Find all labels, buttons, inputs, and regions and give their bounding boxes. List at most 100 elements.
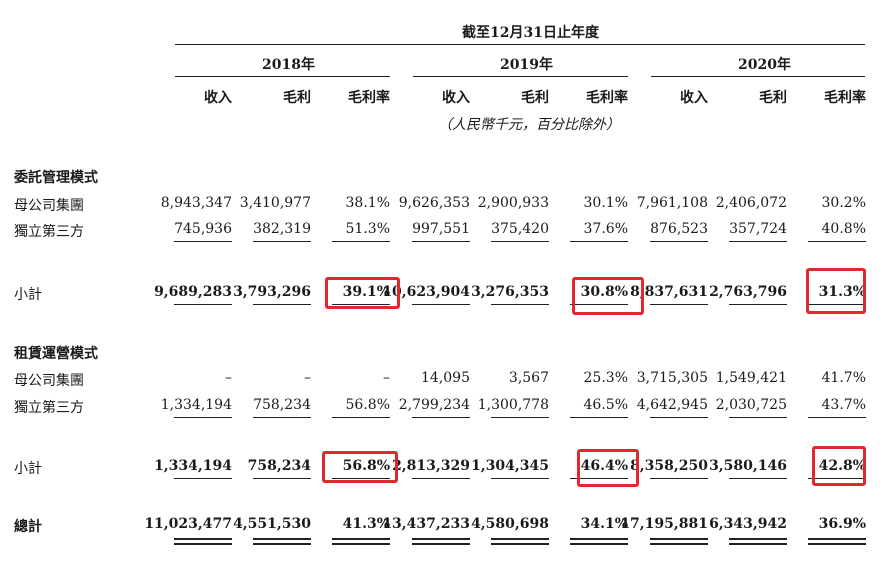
- table-row-cell: 56.8%: [345, 397, 390, 413]
- column-header-revenue-2019: 收入: [442, 90, 470, 106]
- cell-rule: [253, 304, 311, 305]
- cell-rule: [491, 478, 549, 479]
- table-row-cell: –: [225, 370, 232, 386]
- table-row-cell: 14,095: [421, 370, 470, 386]
- cell-rule: [808, 478, 866, 479]
- subtotal-label: 小計: [14, 461, 42, 477]
- cell-rule: [491, 538, 549, 540]
- table-row-cell: 3,715,305: [636, 370, 708, 386]
- cell-rule: [174, 304, 232, 305]
- subtotal-row-cell: 9,689,283: [154, 284, 232, 300]
- cell-rule: [650, 304, 708, 305]
- table-row-cell: 9,626,353: [398, 195, 470, 211]
- table-row-cell: 357,724: [729, 221, 787, 237]
- cell-rule: [650, 417, 708, 418]
- table-row-cell: 3,410,977: [239, 195, 311, 211]
- column-header-gross-margin-2018: 毛利率: [348, 90, 390, 106]
- section-title: 委託管理模式: [14, 170, 98, 186]
- cell-rule: [570, 543, 628, 545]
- cell-rule: [570, 478, 628, 479]
- subtotal-row-cell: 2,763,796: [709, 284, 787, 300]
- highlight-box: [806, 268, 866, 314]
- cell-rule: [729, 241, 787, 242]
- table-row-cell: 30.1%: [583, 195, 628, 211]
- year-underline-2020: [651, 76, 865, 77]
- subtotal-row-cell: 2,813,329: [392, 458, 470, 474]
- subtotal-row-cell: 56.8%: [342, 458, 390, 474]
- cell-rule: [412, 538, 470, 540]
- subtotal-row-cell: 758,234: [247, 458, 311, 474]
- column-header-revenue-2018: 收入: [204, 90, 232, 106]
- highlight-box: [812, 446, 866, 486]
- subtotal-row-cell: 1,334,194: [154, 458, 232, 474]
- cell-rule: [332, 543, 390, 545]
- table-row-cell: 2,406,072: [715, 195, 787, 211]
- subtotal-row-cell: 39.1%: [342, 284, 390, 300]
- cell-rule: [729, 417, 787, 418]
- column-header-gross-profit-2020: 毛利: [759, 90, 787, 106]
- table-row-cell: 382,319: [253, 221, 311, 237]
- year-header-2020: 2020年: [738, 57, 791, 73]
- table-row-cell: 2,900,933: [477, 195, 549, 211]
- subtotal-row-cell: 30.8%: [580, 284, 628, 300]
- cell-rule: [808, 304, 866, 305]
- subtotal-row-cell: 3,793,296: [233, 284, 311, 300]
- cell-rule: [253, 543, 311, 545]
- cell-rule: [650, 241, 708, 242]
- cell-rule: [808, 241, 866, 242]
- cell-rule: [729, 304, 787, 305]
- table-row-cell: 51.3%: [345, 221, 390, 237]
- table-row-cell: 3,567: [508, 370, 549, 386]
- subtotal-row-cell: 31.3%: [818, 284, 866, 300]
- total-row-cell: 17,195,881: [620, 516, 708, 532]
- cell-rule: [808, 417, 866, 418]
- table-row-cell: 1,300,778: [477, 397, 549, 413]
- cell-rule: [174, 241, 232, 242]
- section-title: 租賃運營模式: [14, 346, 98, 362]
- table-row-cell: 43.7%: [821, 397, 866, 413]
- cell-rule: [570, 417, 628, 418]
- table-row-cell: 2,030,725: [715, 397, 787, 413]
- table-row-cell: 41.7%: [821, 370, 866, 386]
- cell-rule: [491, 417, 549, 418]
- table-row-cell: 1,334,194: [160, 397, 232, 413]
- table-row-cell: –: [383, 370, 390, 386]
- table-row-cell: 997,551: [412, 221, 470, 237]
- cell-rule: [174, 538, 232, 540]
- row-label: 母公司集團: [14, 198, 84, 214]
- cell-rule: [253, 241, 311, 242]
- table-row-cell: 7,961,108: [636, 195, 708, 211]
- cell-rule: [650, 478, 708, 479]
- cell-rule: [808, 538, 866, 540]
- cell-rule: [570, 304, 628, 305]
- table-row-cell: 745,936: [174, 221, 232, 237]
- table-row-cell: 758,234: [253, 397, 311, 413]
- subtotal-label: 小計: [14, 287, 42, 303]
- cell-rule: [412, 478, 470, 479]
- table-row-cell: 2,799,234: [398, 397, 470, 413]
- cell-rule: [729, 478, 787, 479]
- period-header: 截至12月31日止年度: [462, 25, 599, 41]
- table-row-cell: 4,642,945: [636, 397, 708, 413]
- cell-rule: [253, 538, 311, 540]
- table-row-cell: 38.1%: [345, 195, 390, 211]
- cell-rule: [332, 241, 390, 242]
- subtotal-row-cell: 46.4%: [580, 458, 628, 474]
- subtotal-row-cell: 10,623,904: [382, 284, 470, 300]
- cell-rule: [412, 304, 470, 305]
- total-row-cell: 6,343,942: [709, 516, 787, 532]
- cell-rule: [650, 538, 708, 540]
- cell-rule: [491, 543, 549, 545]
- column-header-gross-profit-2019: 毛利: [521, 90, 549, 106]
- highlight-box: [572, 277, 644, 315]
- year-underline-2018: [175, 76, 390, 77]
- cell-rule: [332, 478, 390, 479]
- cell-rule: [253, 478, 311, 479]
- period-underline: [175, 44, 865, 45]
- total-row-cell: 4,580,698: [471, 516, 549, 532]
- highlight-box: [322, 451, 398, 483]
- column-header-gross-margin-2020: 毛利率: [824, 90, 866, 106]
- cell-rule: [412, 241, 470, 242]
- table-row-cell: 1,549,421: [715, 370, 787, 386]
- table-row-cell: 25.3%: [583, 370, 628, 386]
